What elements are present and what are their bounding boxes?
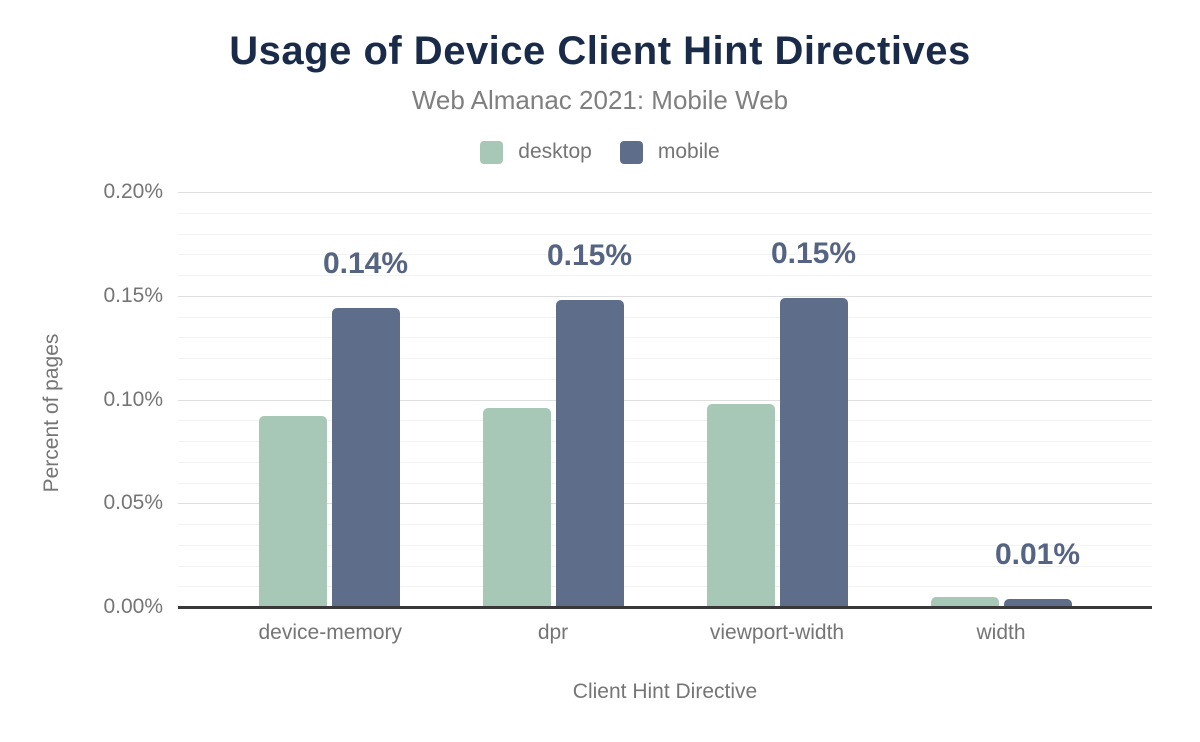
legend-label-desktop: desktop [518, 140, 592, 163]
bar-mobile-viewport-width [779, 297, 848, 607]
bar-value-label-width: 0.01% [994, 537, 1081, 571]
x-axis-ticks: device-memory dpr viewport-width width [178, 620, 1152, 646]
gridline-minor [178, 544, 1152, 546]
legend: desktop mobile [0, 140, 1200, 164]
gridline-minor [178, 254, 1152, 256]
bar-desktop-viewport-width [706, 403, 775, 607]
bar-mobile-device-memory [331, 308, 400, 607]
gridline-major [178, 295, 1152, 297]
y-tick-label: 0.00% [103, 595, 163, 618]
chart-subtitle: Web Almanac 2021: Mobile Web [411, 85, 789, 115]
y-tick-label: 0.15% [103, 283, 163, 307]
x-tick-label-width: width [976, 621, 1026, 644]
y-tick-label: 0.20% [103, 180, 163, 203]
x-tick-label-device-memory: device-memory [258, 621, 403, 644]
chart-title: Usage of Device Client Hint Directives [229, 29, 971, 73]
gridline-major [178, 399, 1152, 401]
gridline-minor [178, 275, 1152, 276]
bar-groups: 0.14% 0.15% 0.15% 0.01% [178, 192, 1152, 607]
legend-item-mobile: mobile [619, 140, 720, 164]
bar-desktop-device-memory [258, 416, 327, 607]
bar-value-label-dpr: 0.15% [546, 238, 633, 272]
bar-value-label-viewport-width: 0.15% [770, 236, 857, 270]
bar-desktop-width [930, 596, 999, 607]
bar-mobile-dpr [555, 299, 624, 607]
gridline-minor [178, 358, 1152, 359]
gridline-minor [178, 337, 1152, 339]
gridline-minor [178, 461, 1152, 463]
gridline-minor [178, 565, 1152, 567]
legend-swatch-desktop [480, 140, 504, 164]
legend-item-desktop: desktop [480, 140, 592, 164]
gridline-minor [178, 524, 1152, 525]
gridline-minor [178, 482, 1152, 484]
gridline-minor [178, 420, 1152, 422]
bar-group-viewport-width: 0.15% [706, 192, 856, 607]
gridline-minor [178, 233, 1152, 235]
bar-group-dpr: 0.15% [482, 192, 632, 607]
bar-group-device-memory: 0.14% [258, 192, 408, 607]
legend-label-mobile: mobile [657, 140, 720, 163]
plot-area: 0.14% 0.15% 0.15% 0.01% [178, 192, 1152, 609]
x-tick-label-viewport-width: viewport-width [709, 621, 845, 644]
bar-group-width: 0.01% [930, 192, 1080, 607]
gridline-minor [178, 378, 1152, 380]
gridline-minor [178, 586, 1152, 588]
x-tick-label-dpr: dpr [537, 621, 569, 644]
bar-desktop-dpr [482, 407, 551, 607]
y-axis-title: Percent of pages [40, 333, 63, 493]
x-axis-title: Client Hint Directive [572, 680, 758, 703]
gridline-minor [178, 212, 1152, 214]
gridline-minor [178, 316, 1152, 318]
x-axis-line [178, 606, 1152, 609]
gridline-major [178, 192, 1152, 193]
y-tick-label: 0.10% [103, 387, 163, 411]
gridline-minor [178, 441, 1152, 442]
bar-value-label-device-memory: 0.14% [322, 247, 409, 281]
y-tick-label: 0.05% [103, 491, 163, 515]
legend-swatch-mobile [619, 140, 643, 164]
gridline-major [178, 503, 1152, 505]
bar-mobile-width [1003, 598, 1072, 607]
